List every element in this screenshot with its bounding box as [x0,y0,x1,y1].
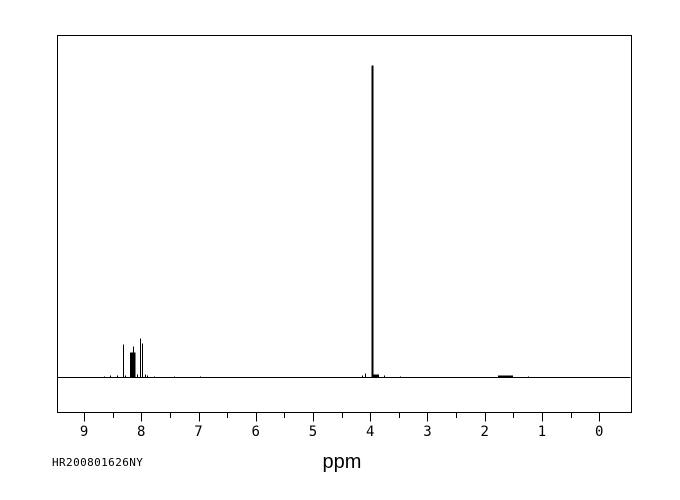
x-tick-label: 6 [251,424,260,440]
x-axis-label: ppm [322,451,362,473]
x-tick-label: 9 [79,424,89,440]
x-tick-label: 5 [308,424,318,440]
x-tick-label: 7 [194,424,203,440]
x-tick-label: 0 [594,424,604,440]
spectrum-peak [129,352,136,378]
x-tick-label: 1 [537,424,547,440]
x-tick-label: 4 [366,424,375,440]
x-tick-label: 8 [137,424,146,440]
spectrum-peak [373,374,379,378]
plot-area-border [57,35,632,413]
spectrum-peak [497,375,513,378]
x-tick-label: 2 [480,424,489,440]
sample-id-label: HR200801626NY [52,456,144,469]
x-tick-label: 3 [423,424,432,440]
